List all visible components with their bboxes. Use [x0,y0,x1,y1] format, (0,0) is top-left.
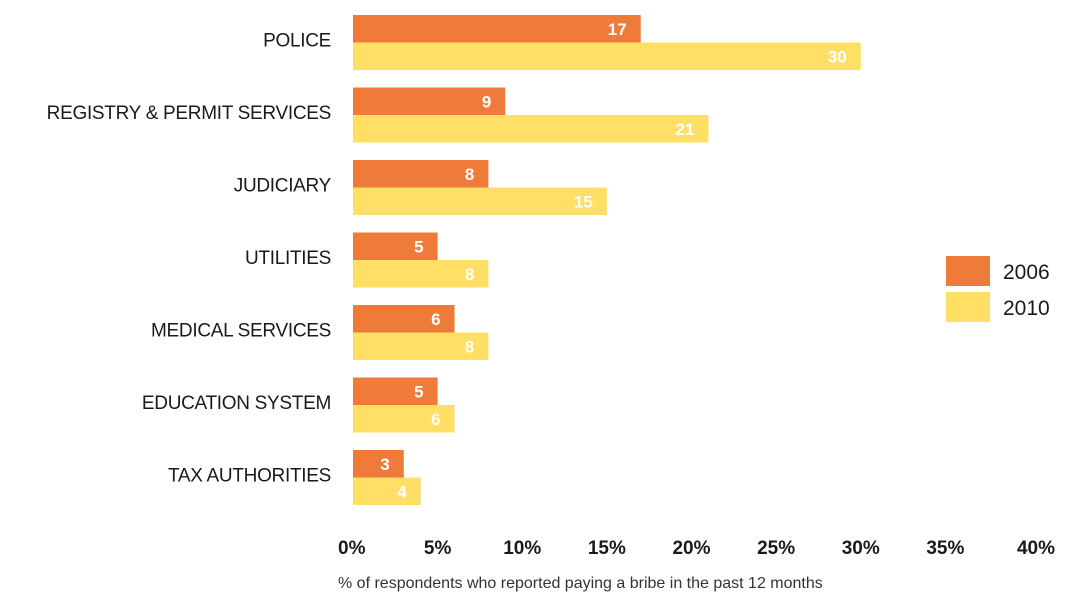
bar-judiciary-2010 [353,187,607,215]
bar-value-label-registry-permit-services-2010: 21 [676,120,695,139]
x-tick-label: 35% [926,538,964,559]
category-label-tax-authorities: TAX AUTHORITIES [168,466,331,487]
bar-utilities-2010 [353,260,489,288]
x-tick-label: 25% [757,538,795,559]
bar-value-label-medical-services-2010: 8 [465,337,474,356]
category-label-utilities: UTILITIES [245,248,331,269]
legend-swatch-2006 [946,256,990,286]
bar-value-label-education-system-2010: 6 [431,410,440,429]
bar-utilities-2006 [353,232,438,260]
legend-label-2006: 2006 [1003,261,1050,284]
category-label-judiciary: JUDICIARY [234,176,332,197]
x-axis-title: % of respondents who reported paying a b… [338,575,823,592]
category-labels: POLICE REGISTRY & PERMIT SERVICES JUDICIAR… [47,31,332,487]
category-label-police: POLICE [263,31,331,52]
legend-swatch-2010 [946,292,990,322]
bar-value-label-medical-services-2006: 6 [431,310,440,329]
x-tick-label: 0% [338,538,366,559]
bar-police-2006 [353,15,641,43]
bar-registry-permit-services-2006 [353,87,506,115]
bar-medical-services-2006 [353,305,455,333]
legend-label-2010: 2010 [1003,297,1050,320]
x-tick-label: 5% [424,538,452,559]
bar-value-label-registry-permit-services-2006: 9 [482,92,491,111]
category-label-education-system: EDUCATION SYSTEM [142,393,331,414]
bar-value-label-utilities-2006: 5 [414,237,423,256]
bar-registry-permit-services-2010 [353,115,709,143]
x-tick-label: 20% [672,538,710,559]
bar-value-label-police-2010: 30 [828,47,847,66]
bar-education-system-2010 [353,405,455,433]
bar-value-label-judiciary-2010: 15 [574,192,593,211]
category-label-medical-services: MEDICAL SERVICES [151,321,331,342]
bar-value-label-tax-authorities-2010: 4 [397,482,407,501]
x-axis-ticks: 0% 5% 10% 15% 20% 25% 30% 35% 40% [338,538,1055,559]
bar-value-label-education-system-2006: 5 [414,382,423,401]
bar-value-label-utilities-2010: 8 [465,265,474,284]
bar-value-label-judiciary-2006: 8 [465,165,474,184]
bar-tax-authorities-2010 [353,477,421,505]
x-tick-label: 15% [588,538,626,559]
x-tick-label: 40% [1017,538,1055,559]
bar-medical-services-2010 [353,332,489,360]
legend: 2006 2010 [946,256,1050,322]
x-tick-label: 30% [842,538,880,559]
bar-education-system-2006 [353,377,438,405]
category-label-registry-permit-services: REGISTRY & PERMIT SERVICES [47,103,331,124]
bar-value-label-tax-authorities-2006: 3 [380,455,389,474]
x-tick-label: 10% [503,538,541,559]
bar-judiciary-2006 [353,160,489,188]
bar-police-2010 [353,42,861,70]
bar-value-label-police-2006: 17 [608,20,627,39]
bar-tax-authorities-2006 [353,450,404,478]
